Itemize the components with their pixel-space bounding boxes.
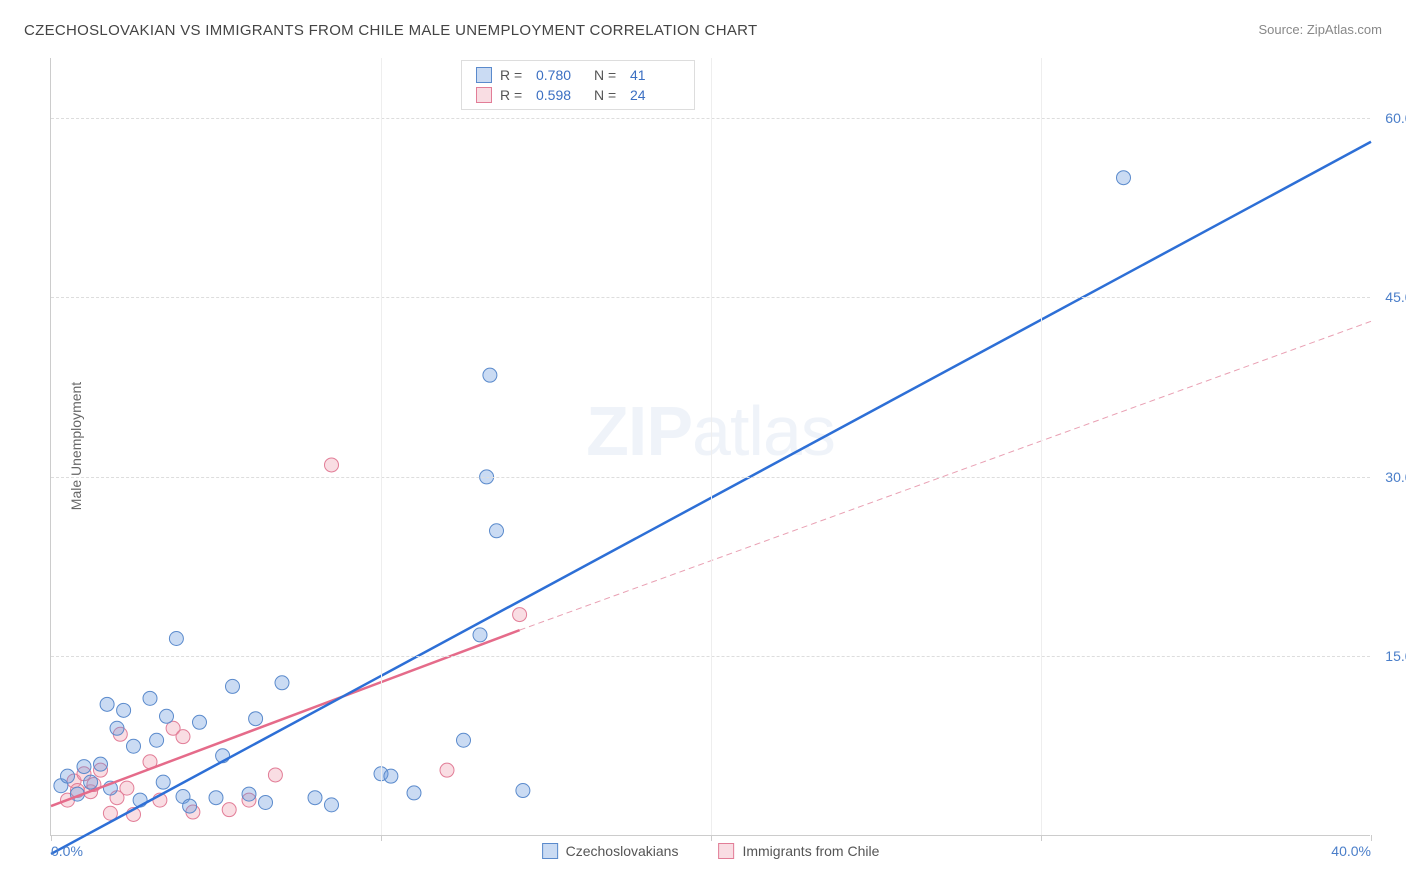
legend-item-chile: Immigrants from Chile: [718, 843, 879, 859]
legend-item-czech: Czechoslovakians: [542, 843, 679, 859]
source-attribution: Source: ZipAtlas.com: [1258, 22, 1382, 37]
x-tick: [381, 835, 382, 841]
plot-area: ZIPatlas R = 0.780 N = 41 R = 0.598 N = …: [50, 58, 1370, 836]
x-tick-label: 40.0%: [1331, 843, 1371, 859]
gridline-vertical: [1041, 58, 1042, 835]
swatch-czech-icon: [542, 843, 558, 859]
legend-label: Czechoslovakians: [566, 843, 679, 859]
series-legend: Czechoslovakians Immigrants from Chile: [542, 843, 880, 859]
x-tick: [1041, 835, 1042, 841]
swatch-chile-icon: [718, 843, 734, 859]
gridline-vertical: [381, 58, 382, 835]
y-tick-label: 45.0%: [1385, 289, 1406, 305]
y-tick-label: 15.0%: [1385, 648, 1406, 664]
source-prefix: Source:: [1258, 22, 1306, 37]
source-link[interactable]: ZipAtlas.com: [1307, 22, 1382, 37]
chart-title: CZECHOSLOVAKIAN VS IMMIGRANTS FROM CHILE…: [24, 22, 757, 39]
legend-label: Immigrants from Chile: [742, 843, 879, 859]
gridline-vertical: [711, 58, 712, 835]
x-tick: [1371, 835, 1372, 841]
y-tick-label: 30.0%: [1385, 469, 1406, 485]
x-tick: [51, 835, 52, 841]
x-tick: [711, 835, 712, 841]
y-tick-label: 60.0%: [1385, 110, 1406, 126]
x-tick-label: 0.0%: [51, 843, 83, 859]
